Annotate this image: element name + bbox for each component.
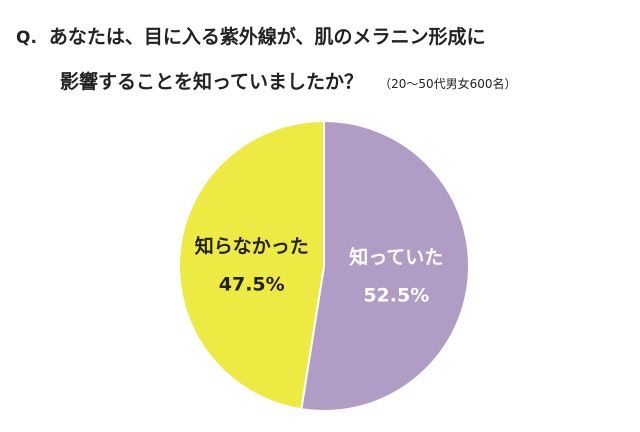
respondent-note: （20～50代男女600名）	[379, 77, 517, 91]
slice-value-label-2: 47.5%	[219, 273, 285, 295]
question-text-1: あなたは、目に入る紫外線が、肌のメラニン形成に	[48, 26, 486, 48]
pie-slices	[178, 119, 470, 412]
question-prefix: Q.	[16, 28, 37, 48]
pie-slice-1	[300, 119, 470, 412]
question-text-2: 影響することを知っていましたか？	[60, 71, 364, 93]
pie-slice-2	[178, 119, 325, 411]
slice-value-label-1: 52.5%	[363, 285, 429, 307]
question-line-1: Q. あなたは、目に入る紫外線が、肌のメラニン形成に	[16, 26, 486, 49]
slice-label-2: 知らなかった	[195, 234, 309, 257]
slice-label-1: 知っていた	[349, 246, 443, 269]
pie-labels: 知っていた 52.5% 知らなかった 47.5%	[195, 234, 444, 306]
question-line-2: 影響することを知っていましたか？ （20～50代男女600名）	[60, 71, 517, 95]
